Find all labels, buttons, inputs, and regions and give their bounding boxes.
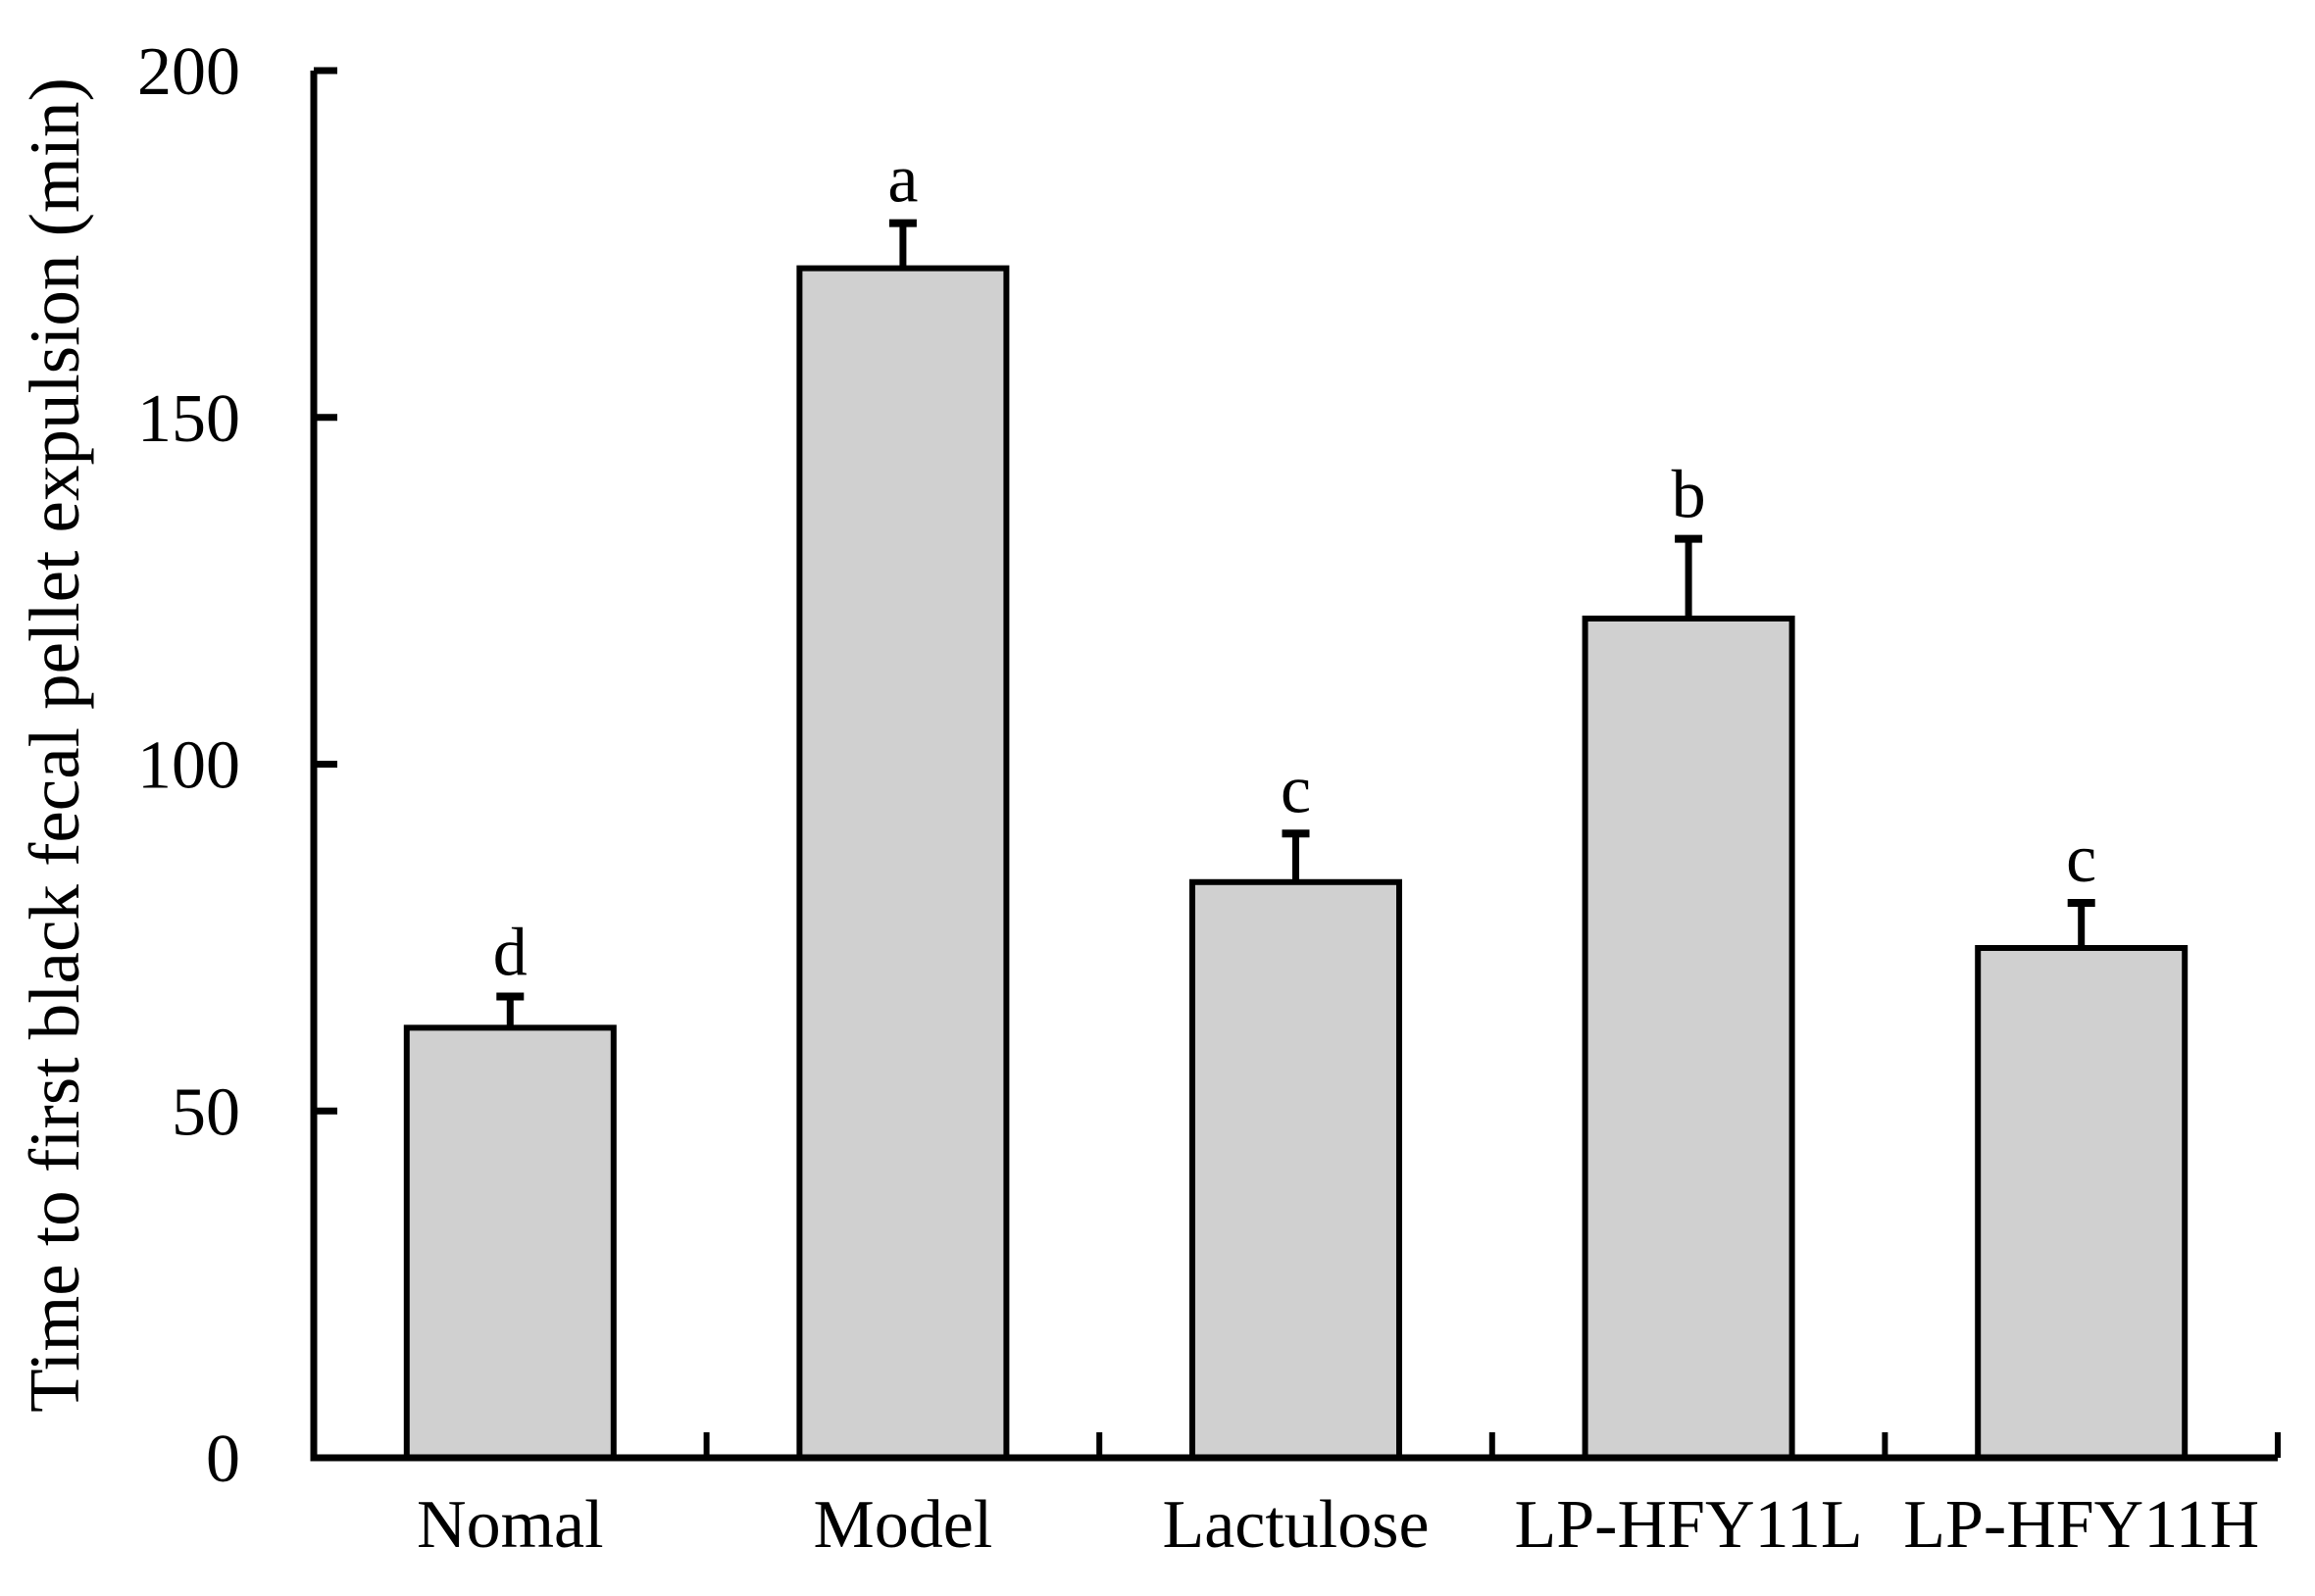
x-category-label-model: Model (814, 1487, 993, 1563)
bar-model (796, 265, 1010, 1462)
bar-lactulose (1189, 878, 1402, 1461)
y-tick-label-100: 100 (137, 728, 240, 804)
bar-lp-hfy11h (1975, 944, 2189, 1461)
sig-letter-lactulose: c (1281, 752, 1311, 827)
x-category-label-lactulose: Lactulose (1162, 1487, 1429, 1563)
y-tick-label-150: 150 (137, 381, 240, 457)
y-axis-title: Time to first black fecal pellet expulsi… (15, 77, 94, 1413)
bar-nomal (403, 1024, 617, 1461)
x-category-label-lp-hfy11l: LP-HFY11L (1514, 1487, 1862, 1563)
axes-lines (310, 71, 2278, 1462)
sig-letter-lp-hfy11l: b (1672, 458, 1706, 533)
sig-letter-lp-hfy11h: c (2066, 822, 2096, 897)
x-category-label-lp-hfy11h: LP-HFY11H (1903, 1487, 2259, 1563)
y-tick-label-50: 50 (172, 1074, 240, 1150)
sig-letter-model: a (887, 142, 918, 218)
y-tick-label-200: 200 (137, 34, 240, 110)
bar-lp-hfy11l (1582, 615, 1795, 1461)
sig-letter-nomal: d (493, 916, 528, 991)
x-category-label-nomal: Nomal (417, 1487, 604, 1563)
y-tick-label-0: 0 (206, 1421, 240, 1497)
